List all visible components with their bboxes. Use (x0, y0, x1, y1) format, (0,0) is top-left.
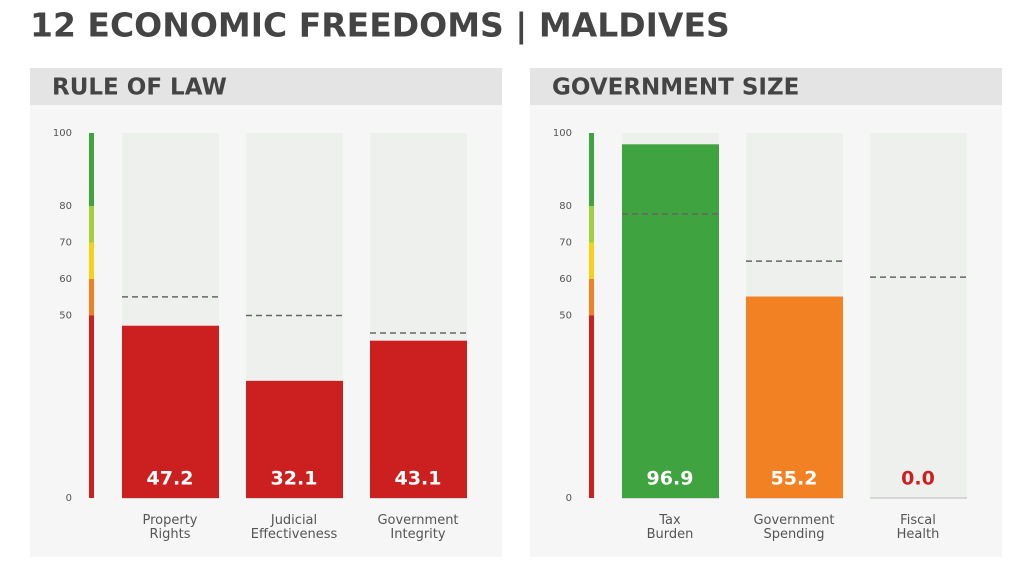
column-background (870, 133, 967, 498)
bar (370, 340, 467, 498)
y-tick-label: 60 (559, 274, 572, 285)
scale-band (89, 133, 94, 206)
scale-band (589, 279, 594, 316)
bar (246, 380, 343, 498)
y-tick-label: 70 (59, 238, 72, 249)
panel-header (530, 68, 1002, 105)
scale-band (89, 279, 94, 316)
y-tick-label: 100 (53, 128, 72, 139)
y-tick-label: 50 (59, 311, 72, 322)
x-tick-label: Judicial Effectiveness (251, 513, 338, 542)
scale-band (89, 206, 94, 243)
x-tick-label: Fiscal Health (897, 513, 940, 542)
y-tick-label: 80 (559, 201, 572, 212)
value-label: 43.1 (395, 468, 442, 490)
panel-header (30, 68, 502, 105)
x-tick-label: Property Rights (142, 513, 197, 542)
scale-band (89, 315, 94, 498)
scale-band (89, 242, 94, 279)
scale-band (589, 206, 594, 243)
x-tick-label: Government Spending (753, 513, 834, 542)
value-label: 0.0 (901, 468, 935, 490)
bar (122, 325, 219, 498)
bar (746, 296, 843, 498)
y-tick-label: 70 (559, 238, 572, 249)
page-title: 12 ECONOMIC FREEDOMS | MALDIVES (30, 6, 730, 45)
y-tick-label: 60 (59, 274, 72, 285)
bar (622, 144, 719, 498)
panel-title: GOVERNMENT SIZE (552, 75, 799, 101)
value-label: 96.9 (647, 468, 694, 490)
value-label: 55.2 (771, 468, 818, 490)
y-tick-label: 100 (553, 128, 572, 139)
panel-title: RULE OF LAW (52, 75, 227, 101)
scale-band (589, 133, 594, 206)
value-label: 32.1 (271, 468, 318, 490)
x-tick-label: Tax Burden (647, 513, 694, 542)
y-tick-label: 0 (566, 493, 572, 504)
y-tick-label: 50 (559, 311, 572, 322)
scale-band (589, 242, 594, 279)
y-tick-label: 0 (66, 493, 72, 504)
y-tick-label: 80 (59, 201, 72, 212)
x-tick-label: Government Integrity (377, 513, 458, 542)
value-label: 47.2 (147, 468, 194, 490)
scale-band (589, 315, 594, 498)
